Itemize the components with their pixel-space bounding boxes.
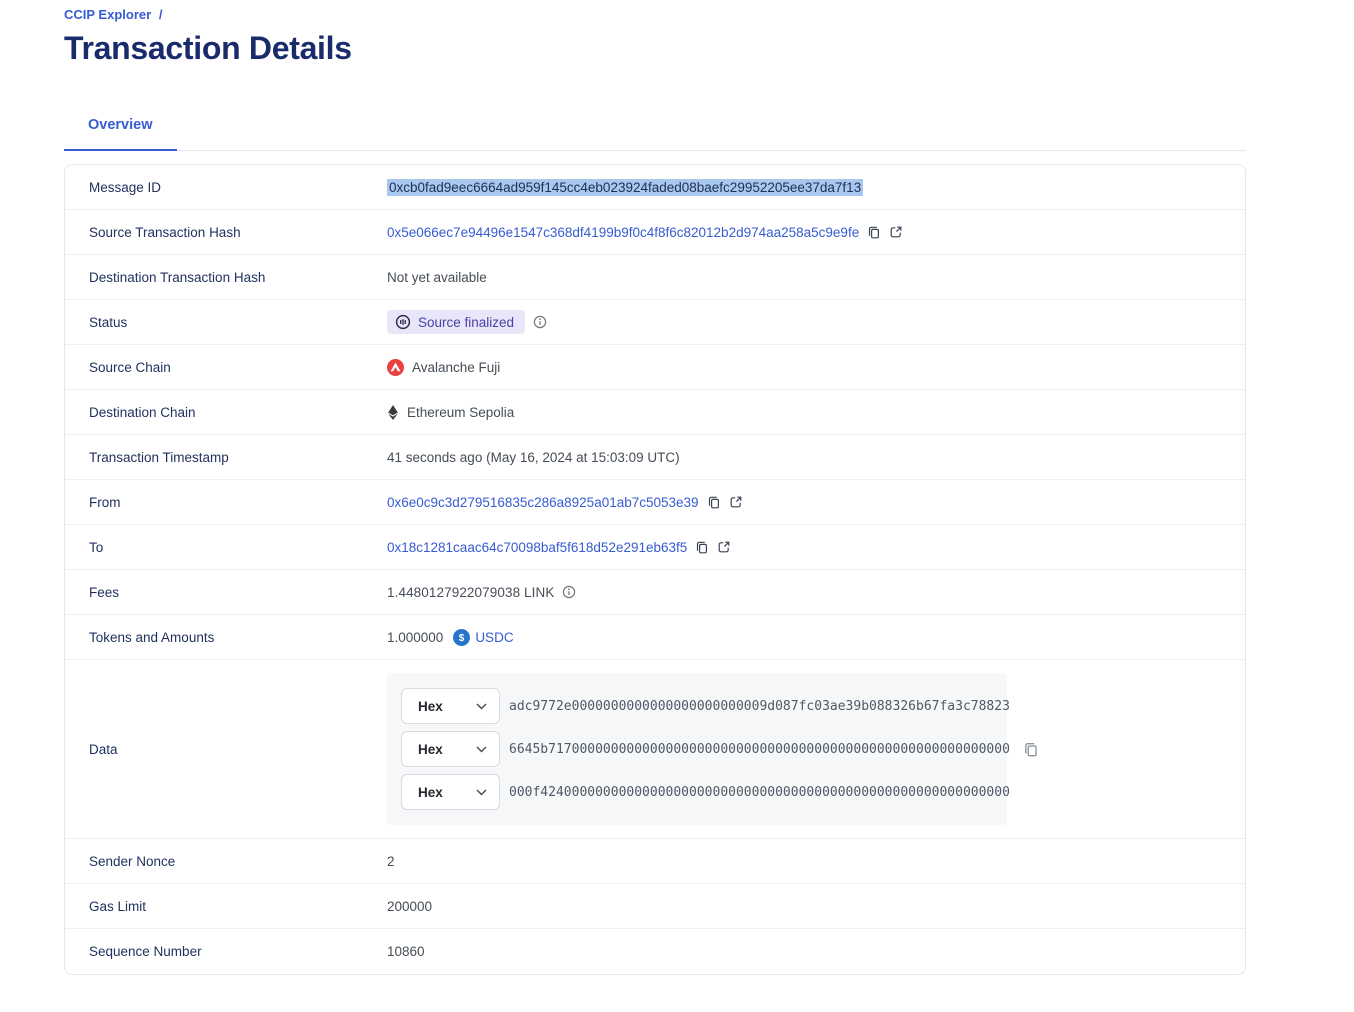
row-label: Destination Chain xyxy=(89,404,196,420)
gas-limit-value: 200000 xyxy=(387,898,433,914)
table-row-gas-limit: Gas Limit 200000 xyxy=(65,884,1245,929)
data-hex-line: 6645b71700000000000000000000000000000000… xyxy=(509,741,1010,757)
usdc-logo-icon: $ xyxy=(453,628,471,646)
hex-format-select[interactable]: Hex xyxy=(401,774,500,810)
table-row-sequence-number: Sequence Number 10860 xyxy=(65,929,1245,974)
external-link-icon[interactable] xyxy=(729,495,743,509)
status-progress-icon xyxy=(395,314,411,330)
row-label: Message ID xyxy=(89,179,162,195)
from-address-link[interactable]: 0x6e0c9c3d279516835c286a8925a01ab7c5053e… xyxy=(387,494,699,510)
chevron-down-icon xyxy=(476,745,487,753)
sender-nonce-value: 2 xyxy=(387,853,395,869)
data-line: Hex 6645b7170000000000000000000000000000… xyxy=(401,731,1010,767)
row-label: Sender Nonce xyxy=(89,853,176,869)
table-row-sender-nonce: Sender Nonce 2 xyxy=(65,839,1245,884)
info-icon[interactable] xyxy=(562,585,576,599)
page: CCIP Explorer / Transaction Details Over… xyxy=(64,0,1246,975)
row-label: From xyxy=(89,494,121,510)
table-row-dest-chain: Destination Chain Ethereum Sepolia xyxy=(65,390,1245,435)
table-row-tokens: Tokens and Amounts 1.000000 $ USDC xyxy=(65,615,1245,660)
row-label: Source Transaction Hash xyxy=(89,224,241,240)
table-row-source-tx-hash: Source Transaction Hash 0x5e066ec7e94496… xyxy=(65,210,1245,255)
row-label: Sequence Number xyxy=(89,944,202,959)
hex-format-select[interactable]: Hex xyxy=(401,731,500,767)
status-badge: Source finalized xyxy=(387,310,526,334)
tab-bar: Overview xyxy=(64,103,1246,151)
source-tx-hash-link[interactable]: 0x5e066ec7e94496e1547c368df4199b9f0c4f8f… xyxy=(387,224,860,240)
row-label: To xyxy=(89,539,104,555)
table-row-status: Status Source finalized xyxy=(65,300,1245,345)
table-row-message-id: Message ID 0xcb0fad9eec6664ad959f145cc4e… xyxy=(65,165,1245,210)
info-icon[interactable] xyxy=(533,315,547,329)
data-line: Hex 000f42400000000000000000000000000000… xyxy=(401,774,1010,810)
ethereum-logo-icon xyxy=(387,404,399,421)
dest-chain-value: Ethereum Sepolia xyxy=(407,404,515,420)
table-row-source-chain: Source Chain Avalanche Fuji xyxy=(65,345,1245,390)
external-link-icon[interactable] xyxy=(717,540,731,554)
copy-icon[interactable] xyxy=(695,540,709,554)
page-title: Transaction Details xyxy=(64,30,352,66)
status-badge-label: Source finalized xyxy=(418,314,515,330)
breadcrumb-link-ccip-explorer[interactable]: CCIP Explorer xyxy=(64,7,152,22)
copy-icon[interactable] xyxy=(707,495,721,509)
dest-tx-hash-value: Not yet available xyxy=(387,269,487,285)
to-address-link[interactable]: 0x18c1281caac64c70098baf5f618d52e291eb63… xyxy=(387,539,688,555)
transaction-details-card: Message ID 0xcb0fad9eec6664ad959f145cc4e… xyxy=(64,164,1246,975)
table-row-to: To 0x18c1281caac64c70098baf5f618d52e291e… xyxy=(65,525,1245,570)
table-row-timestamp: Transaction Timestamp 41 seconds ago (Ma… xyxy=(65,435,1245,480)
avalanche-logo-icon xyxy=(387,358,404,376)
table-row-from: From 0x6e0c9c3d279516835c286a8925a01ab7c… xyxy=(65,480,1245,525)
copy-data-icon[interactable] xyxy=(1023,741,1039,757)
copy-icon[interactable] xyxy=(867,225,881,239)
sequence-number-value: 10860 xyxy=(387,944,425,959)
table-row-fees: Fees 1.4480127922079038 LINK xyxy=(65,570,1245,615)
row-label: Fees xyxy=(89,584,120,600)
chevron-down-icon xyxy=(476,702,487,710)
source-chain-value: Avalanche Fuji xyxy=(412,359,501,375)
row-label: Tokens and Amounts xyxy=(89,629,215,645)
data-hex-line: 000f424000000000000000000000000000000000… xyxy=(509,784,1010,800)
breadcrumb-separator: / xyxy=(158,7,163,22)
row-label: Transaction Timestamp xyxy=(89,449,229,465)
row-label: Gas Limit xyxy=(89,898,147,914)
row-label: Data xyxy=(89,741,118,757)
fees-value: 1.4480127922079038 LINK xyxy=(387,584,555,600)
data-hex-line: adc9772e0000000000000000000000009d087fc0… xyxy=(509,698,1010,714)
data-hex-viewer: Hex adc9772e0000000000000000000000009d08… xyxy=(387,673,1010,825)
hex-format-select[interactable]: Hex xyxy=(401,688,500,724)
table-row-data: Data Hex adc9772e00000000000000000000000… xyxy=(65,660,1245,839)
row-label: Destination Transaction Hash xyxy=(89,269,266,285)
table-row-dest-tx-hash: Destination Transaction Hash Not yet ava… xyxy=(65,255,1245,300)
token-symbol-link[interactable]: USDC xyxy=(475,629,514,645)
message-id-value: 0xcb0fad9eec6664ad959f145cc4eb023924fade… xyxy=(387,178,864,196)
breadcrumb: CCIP Explorer / xyxy=(64,7,1246,22)
svg-text:$: $ xyxy=(459,633,465,644)
row-label: Source Chain xyxy=(89,359,171,375)
data-line: Hex adc9772e0000000000000000000000009d08… xyxy=(401,688,1010,724)
token-amount: 1.000000 xyxy=(387,629,444,645)
row-label: Status xyxy=(89,314,128,330)
timestamp-value: 41 seconds ago (May 16, 2024 at 15:03:09… xyxy=(387,449,680,465)
tab-overview[interactable]: Overview xyxy=(64,103,177,151)
external-link-icon[interactable] xyxy=(889,225,903,239)
chevron-down-icon xyxy=(476,788,487,796)
